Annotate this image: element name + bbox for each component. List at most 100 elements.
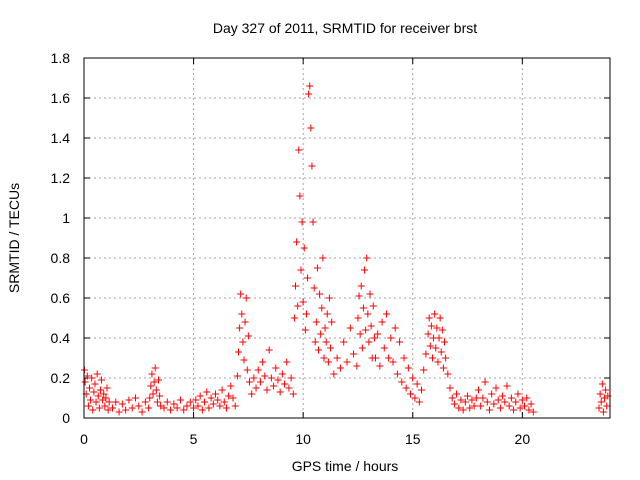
data-point bbox=[466, 404, 474, 412]
data-point bbox=[367, 322, 375, 330]
data-point bbox=[209, 400, 217, 408]
y-tick-label: 1 bbox=[62, 210, 70, 226]
data-point bbox=[354, 314, 362, 322]
data-point bbox=[183, 402, 191, 410]
data-point bbox=[420, 366, 428, 374]
data-point bbox=[148, 370, 156, 378]
data-point bbox=[150, 378, 158, 386]
data-point bbox=[235, 348, 243, 356]
data-point bbox=[320, 354, 328, 362]
data-point bbox=[186, 398, 194, 406]
data-point bbox=[435, 334, 443, 342]
x-tick-label: 15 bbox=[405, 431, 421, 447]
data-point bbox=[457, 396, 465, 404]
data-point bbox=[598, 380, 606, 388]
data-point bbox=[356, 330, 364, 338]
data-point bbox=[93, 370, 101, 378]
data-point bbox=[287, 374, 295, 382]
data-point bbox=[374, 330, 382, 338]
x-tick-label: 20 bbox=[515, 431, 531, 447]
data-point bbox=[516, 404, 524, 412]
data-point bbox=[501, 398, 509, 406]
data-point bbox=[295, 146, 303, 154]
data-point bbox=[512, 398, 520, 406]
data-point bbox=[141, 398, 149, 406]
data-point bbox=[283, 358, 291, 366]
data-point bbox=[353, 362, 361, 370]
data-point bbox=[250, 374, 258, 382]
data-point bbox=[252, 384, 260, 392]
data-point bbox=[115, 408, 123, 416]
data-point bbox=[276, 388, 284, 396]
data-point bbox=[507, 394, 515, 402]
data-point bbox=[216, 402, 224, 410]
data-point bbox=[312, 318, 320, 326]
data-point bbox=[475, 386, 482, 394]
data-point bbox=[85, 384, 93, 392]
data-point bbox=[488, 390, 496, 398]
data-point bbox=[438, 326, 446, 334]
data-point bbox=[437, 348, 445, 356]
data-point bbox=[309, 218, 317, 226]
data-point bbox=[492, 384, 500, 392]
data-point bbox=[603, 402, 611, 410]
data-point bbox=[477, 402, 485, 410]
data-point bbox=[527, 400, 535, 408]
x-tick-label: 10 bbox=[295, 431, 311, 447]
data-point bbox=[239, 338, 247, 346]
data-point bbox=[263, 386, 271, 394]
data-point bbox=[227, 382, 235, 390]
data-point bbox=[293, 238, 301, 246]
data-point bbox=[261, 372, 269, 380]
data-point bbox=[102, 394, 110, 402]
data-point bbox=[198, 406, 206, 414]
data-point bbox=[595, 404, 603, 412]
data-point bbox=[190, 404, 198, 412]
data-point bbox=[296, 192, 304, 200]
data-point bbox=[364, 310, 372, 318]
data-point bbox=[436, 314, 444, 322]
data-point bbox=[398, 378, 406, 386]
data-point bbox=[84, 402, 92, 410]
data-point bbox=[378, 318, 386, 326]
data-point bbox=[302, 310, 310, 318]
data-point bbox=[400, 354, 408, 362]
data-point bbox=[597, 398, 605, 406]
data-point bbox=[428, 354, 436, 362]
data-point bbox=[340, 338, 348, 346]
data-point bbox=[424, 330, 432, 338]
data-point bbox=[596, 390, 604, 398]
data-point bbox=[444, 370, 452, 378]
data-point bbox=[100, 390, 108, 398]
data-point bbox=[425, 314, 433, 322]
data-point bbox=[294, 302, 302, 310]
data-point bbox=[242, 294, 250, 302]
tick-labels: 0 0.2 0.4 0.6 0.8 1 1.2 1.4 1.6 1.8 0 5 10 15 20 bbox=[51, 50, 531, 447]
data-point bbox=[176, 396, 184, 404]
data-point bbox=[459, 406, 467, 414]
data-point bbox=[156, 392, 164, 400]
data-point bbox=[369, 302, 377, 310]
data-point bbox=[203, 388, 211, 396]
data-point bbox=[125, 396, 133, 404]
data-point bbox=[297, 266, 305, 274]
data-point bbox=[298, 218, 306, 226]
data-point bbox=[236, 324, 244, 332]
data-point bbox=[220, 398, 228, 406]
y-axis-label: SRMTID / TECUs bbox=[6, 183, 22, 293]
data-point bbox=[285, 384, 293, 392]
data-point bbox=[455, 404, 463, 412]
data-point bbox=[132, 394, 140, 402]
data-point bbox=[318, 304, 326, 312]
data-point bbox=[105, 398, 113, 406]
data-point bbox=[361, 266, 369, 274]
data-point bbox=[92, 398, 100, 406]
data-point bbox=[272, 364, 280, 372]
data-point bbox=[229, 394, 237, 402]
data-point bbox=[366, 290, 374, 298]
data-point bbox=[602, 386, 610, 394]
y-tick-label: 1.8 bbox=[51, 50, 71, 66]
data-point bbox=[442, 354, 450, 362]
data-point bbox=[485, 406, 493, 414]
data-point bbox=[241, 318, 249, 326]
